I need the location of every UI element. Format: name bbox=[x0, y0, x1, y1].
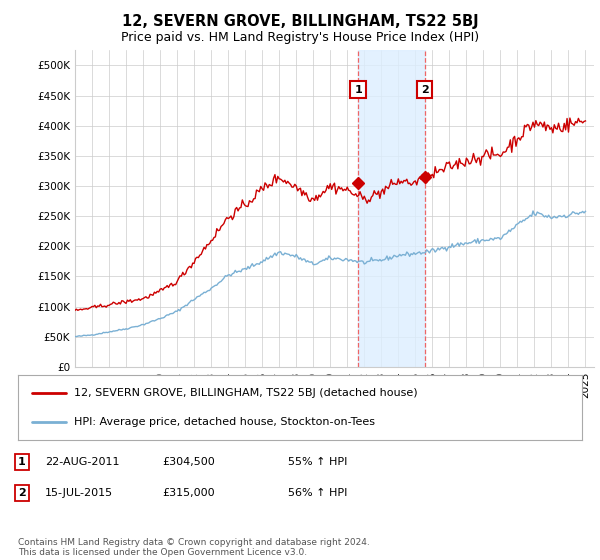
Text: 15-JUL-2015: 15-JUL-2015 bbox=[45, 488, 113, 498]
Text: 1: 1 bbox=[18, 457, 26, 467]
Text: HPI: Average price, detached house, Stockton-on-Tees: HPI: Average price, detached house, Stoc… bbox=[74, 417, 376, 427]
Text: Price paid vs. HM Land Registry's House Price Index (HPI): Price paid vs. HM Land Registry's House … bbox=[121, 31, 479, 44]
Bar bbox=[358, 50, 425, 367]
Text: 2: 2 bbox=[421, 85, 428, 95]
Text: 55% ↑ HPI: 55% ↑ HPI bbox=[288, 457, 347, 467]
Text: 2: 2 bbox=[18, 488, 26, 498]
Text: 12, SEVERN GROVE, BILLINGHAM, TS22 5BJ: 12, SEVERN GROVE, BILLINGHAM, TS22 5BJ bbox=[122, 14, 478, 29]
Text: 12, SEVERN GROVE, BILLINGHAM, TS22 5BJ (detached house): 12, SEVERN GROVE, BILLINGHAM, TS22 5BJ (… bbox=[74, 388, 418, 398]
Text: 22-AUG-2011: 22-AUG-2011 bbox=[45, 457, 119, 467]
Text: £315,000: £315,000 bbox=[162, 488, 215, 498]
Text: 56% ↑ HPI: 56% ↑ HPI bbox=[288, 488, 347, 498]
Text: 1: 1 bbox=[354, 85, 362, 95]
Text: Contains HM Land Registry data © Crown copyright and database right 2024.
This d: Contains HM Land Registry data © Crown c… bbox=[18, 538, 370, 557]
Text: £304,500: £304,500 bbox=[162, 457, 215, 467]
